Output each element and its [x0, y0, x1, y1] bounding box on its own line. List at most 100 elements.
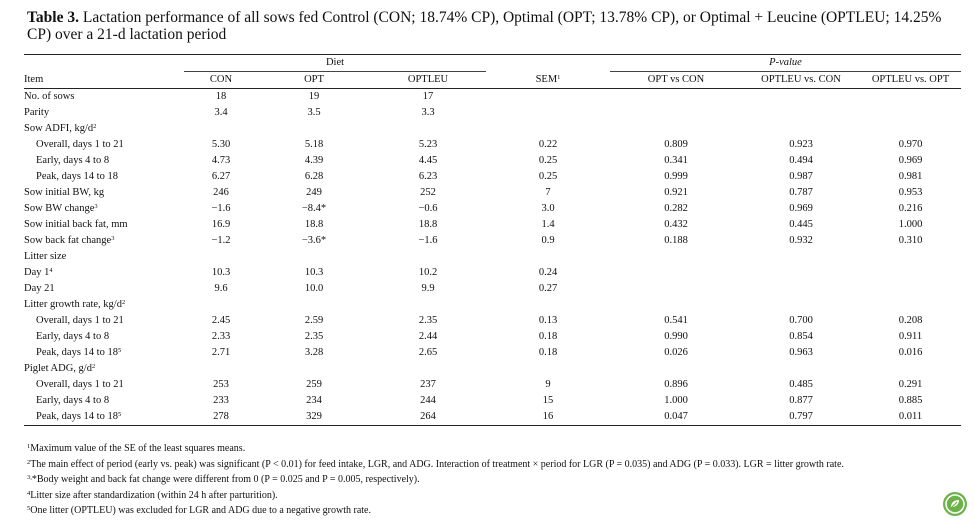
cell-p2: 0.797 — [742, 409, 860, 426]
cell-sem: 9 — [545, 379, 551, 390]
cell-sem — [486, 297, 610, 313]
table-row: Early, days 4 to 8 233 234 244 15 1.000 0.877 0… — [24, 393, 961, 409]
cell-p3: 0.981 — [898, 171, 923, 182]
cell-p3: 0.885 — [898, 395, 923, 406]
cell-sem: 15 — [542, 395, 554, 406]
row-label: Piglet ADG, g/d2 — [24, 363, 96, 374]
cell-optleu: 2.65 — [418, 347, 438, 358]
leaf-badge-icon[interactable] — [943, 492, 967, 516]
cell-sem: 0.27 — [538, 283, 558, 294]
cell-p3: 0.969 — [898, 155, 923, 166]
table-row: Piglet ADG, g/d2 — [24, 361, 961, 377]
cell-opt: 2.59 — [304, 315, 324, 326]
cell-optleu: 10.2 — [418, 267, 438, 278]
cell-p2: 0.932 — [789, 235, 813, 246]
row-label: Litter size — [24, 251, 67, 262]
cell-optleu — [370, 121, 486, 137]
cell-p1: 0.990 — [664, 331, 688, 342]
cell-optleu: 18.8 — [418, 219, 438, 230]
footnote: 4Litter size after standardization (with… — [27, 489, 278, 501]
cell-p2: 0.877 — [789, 395, 813, 406]
cell-con: 9.6 — [214, 283, 228, 294]
caption-label: Table 3. — [27, 9, 79, 26]
cell-opt: 10.3 — [304, 267, 324, 278]
row-label: Overall, days 1 to 21 — [36, 379, 124, 390]
cell-optleu — [370, 297, 486, 313]
cell-sem: 0.25 — [538, 171, 558, 182]
footnote: 1Maximum value of the SE of the least sq… — [27, 443, 246, 454]
cell-p3: 1.000 — [898, 219, 923, 230]
row-label: Early, days 4 to 8 — [36, 155, 110, 166]
cell-opt — [258, 121, 370, 137]
cell-con — [184, 361, 258, 377]
cell-sem: 0.18 — [538, 331, 558, 342]
table-row: Overall, days 1 to 21 253 259 237 9 0.896 0.48… — [24, 377, 961, 393]
cell-optleu — [370, 249, 486, 265]
cell-p1: 0.541 — [664, 315, 688, 326]
cell-p3: 0.011 — [860, 409, 961, 426]
group-header-row: Diet P-value — [24, 54, 961, 72]
cell-opt — [258, 361, 370, 377]
row-label: Overall, days 1 to 21 — [36, 315, 124, 326]
cell-p2: 0.700 — [789, 315, 813, 326]
p-optleu-vs-con-header: OPTLEU vs. CON — [742, 71, 860, 89]
cell-optleu: 264 — [370, 409, 486, 426]
cell-sem: 0.18 — [538, 347, 558, 358]
cell-p3 — [860, 121, 961, 137]
cell-sem: 16 — [486, 409, 610, 426]
table-row: Early, days 4 to 8 2.33 2.35 2.44 0.18 0.990 0… — [24, 329, 961, 345]
cell-p3: 0.310 — [898, 235, 923, 246]
row-label: No. of sows — [24, 91, 75, 102]
cell-p1 — [610, 105, 742, 121]
cell-p1: 0.432 — [664, 219, 688, 230]
cell-p2: 0.494 — [789, 155, 813, 166]
cell-con: 4.73 — [211, 155, 231, 166]
row-label: Early, days 4 to 8 — [36, 331, 110, 342]
table-body: No. of sows 18 19 17 Parity 3.4 3.5 3.3 Sow ADFI… — [24, 89, 961, 426]
cell-con: 2.45 — [211, 315, 231, 326]
cell-p3 — [860, 361, 961, 377]
cell-opt: 3.5 — [307, 107, 321, 118]
lactation-table: Diet P-value Item CON OPT OPTLEU SEM1 OP… — [24, 54, 961, 426]
cell-con: 3.4 — [214, 107, 228, 118]
cell-con: 18 — [215, 91, 227, 102]
cell-opt: 234 — [306, 395, 322, 406]
cell-con: 253 — [213, 379, 229, 390]
table-row: Litter size — [24, 249, 961, 265]
cell-p1: 0.026 — [664, 347, 688, 358]
footnote: 5One litter (OPTLEU) was excluded for LG… — [27, 505, 371, 517]
cell-opt — [258, 297, 370, 313]
cell-opt: 2.35 — [304, 331, 324, 342]
cell-p2 — [742, 105, 860, 121]
table-row: Parity 3.4 3.5 3.3 — [24, 105, 961, 121]
footnote: 3,*Body weight and back fat change were … — [27, 474, 420, 486]
cell-optleu: 237 — [420, 379, 436, 390]
table-row: Sow initial BW, kg 246 249 252 7 0.921 0.787 0.… — [24, 185, 961, 201]
cell-optleu: 244 — [420, 395, 436, 406]
cell-p1: 0.047 — [610, 409, 742, 426]
cell-p1: 0.188 — [664, 235, 688, 246]
cell-con — [184, 297, 258, 313]
cell-p1: 0.341 — [664, 155, 688, 166]
cell-optleu: −0.6 — [418, 203, 438, 214]
cell-p2 — [742, 89, 860, 106]
cell-opt: 19 — [308, 91, 320, 102]
cell-p3 — [860, 297, 961, 313]
row-label: Sow ADFI, kg/d2 — [24, 123, 97, 134]
cell-p3: 0.953 — [898, 187, 923, 198]
row-label: Early, days 4 to 8 — [36, 395, 110, 406]
cell-p3: 0.291 — [898, 379, 923, 390]
cell-p2: 0.787 — [789, 187, 813, 198]
table-row: Litter growth rate, kg/d2 — [24, 297, 961, 313]
cell-opt: −8.4* — [301, 203, 327, 214]
cell-opt: 5.18 — [304, 139, 324, 150]
row-label: Sow BW change3 — [24, 203, 98, 214]
con-header: CON — [184, 71, 258, 89]
cell-p3: 0.016 — [898, 347, 923, 358]
table-row: Sow ADFI, kg/d2 — [24, 121, 961, 137]
cell-p3: 0.216 — [898, 203, 923, 214]
cell-p1: 0.896 — [664, 379, 688, 390]
cell-sem — [486, 89, 610, 106]
cell-p2: 0.963 — [789, 347, 813, 358]
